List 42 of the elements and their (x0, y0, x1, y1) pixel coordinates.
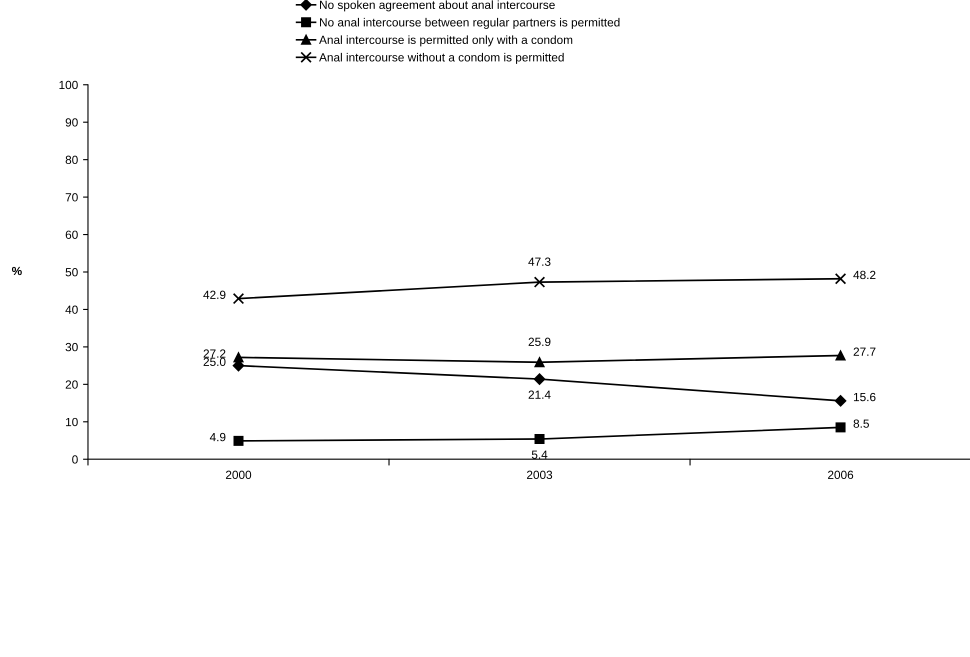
y-axis-title: % (12, 266, 22, 276)
y-tick-label: 0 (72, 455, 78, 464)
point (836, 422, 846, 432)
point (834, 395, 846, 407)
legend-label: No anal intercourse between regular partners is permitted (320, 18, 620, 29)
point (534, 276, 546, 288)
data-label: 5.4 (532, 450, 548, 459)
data-label: 25.0 (204, 358, 226, 366)
point (534, 373, 546, 385)
legend-label: No spoken agreement about anal intercourse (320, 0, 555, 12)
data-label: 27.7 (854, 348, 876, 356)
y-tick-label: 60 (66, 230, 78, 239)
point (233, 352, 244, 362)
data-label: 8.5 (854, 419, 869, 428)
data-label: 48.2 (853, 270, 876, 280)
data-label: 25.9 (528, 338, 550, 346)
x-tick-label: 2003 (526, 470, 552, 480)
point (834, 273, 846, 284)
y-tick-label: 70 (66, 193, 78, 202)
point (836, 350, 846, 361)
y-tick-label: 10 (66, 418, 78, 426)
y-tick-label: 80 (66, 156, 78, 164)
y-tick-label: 100 (59, 80, 78, 90)
point (232, 292, 244, 304)
data-label: 21.4 (528, 390, 551, 399)
data-label: 42.9 (203, 290, 226, 299)
point (233, 436, 244, 446)
data-label: 4.9 (210, 432, 226, 442)
y-tick-label: 90 (66, 118, 78, 127)
data-label: 47.3 (528, 258, 550, 266)
legend-label: Anal intercourse without a condom is permitted (319, 52, 564, 64)
y-tick-label: 20 (66, 380, 78, 389)
y-tick-label: 50 (66, 268, 78, 276)
x-tick-label: 2000 (226, 470, 252, 480)
legend-label: Anal intercourse is permitted only with a condom (319, 35, 572, 46)
point (534, 357, 545, 368)
data-label: 15.6 (854, 392, 876, 402)
y-tick-label: 30 (66, 342, 78, 352)
data-label: 27.2 (204, 349, 226, 358)
x-tick-label: 2006 (828, 470, 854, 480)
point (534, 434, 545, 444)
y-tick-label: 40 (65, 305, 78, 314)
